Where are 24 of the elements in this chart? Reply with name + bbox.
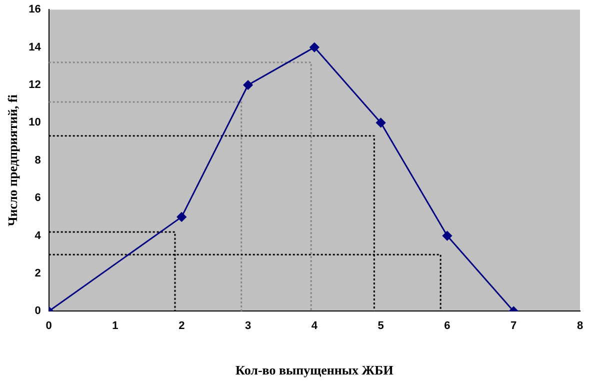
y-tick-label: 14: [28, 41, 42, 54]
x-axis-title: Кол-во выпущенных ЖБИ: [236, 362, 394, 378]
y-tick-label: 6: [34, 192, 41, 204]
y-tick-label: 0: [34, 305, 41, 318]
y-tick-label: 10: [28, 116, 41, 129]
x-tick-label: 8: [576, 320, 584, 332]
x-tick-label: 0: [46, 320, 52, 332]
x-tick-label: 5: [378, 320, 384, 332]
y-tick-label: 8: [34, 154, 41, 166]
y-axis-title: Число предприятий, fi: [5, 94, 20, 226]
y-tick-label: 2: [34, 268, 41, 280]
x-tick-label: 2: [178, 320, 185, 332]
point: [243, 80, 253, 90]
y-tick-label: 16: [28, 4, 41, 16]
x-tick-label: 4: [311, 320, 318, 332]
point: [176, 212, 186, 222]
point: [310, 42, 320, 52]
point: [376, 118, 386, 128]
x-tick-label: 1: [112, 320, 118, 332]
x-tick-label: 7: [510, 320, 517, 332]
x-tick-label: 6: [444, 320, 450, 332]
y-tick-label: 12: [28, 79, 41, 92]
y-tick-label: 4: [34, 230, 42, 242]
x-tick-label: 3: [244, 320, 252, 332]
